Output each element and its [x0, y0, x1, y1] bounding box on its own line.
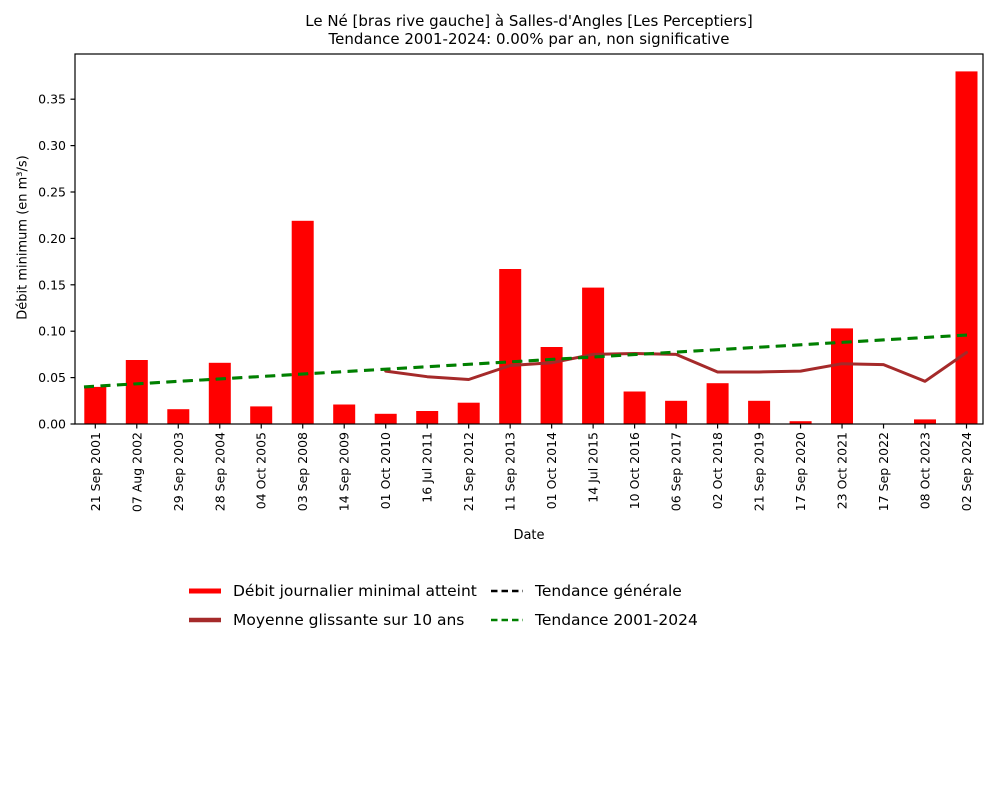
- bar: [291, 220, 314, 424]
- chart-canvas: 0.00 0.05 0.10 0.15 0.20 0.25 0.30 0.35 21 Sep 2…: [38, 53, 984, 512]
- legend-item-debit-journalier: Débit journalier minimal atteint: [188, 582, 477, 600]
- bar: [831, 328, 853, 424]
- red-line-swatch-icon: [189, 588, 221, 594]
- x-tick-label: 14 Jul 2015: [586, 432, 601, 503]
- y-axis-ticks: 0.00 0.05 0.10 0.15 0.20 0.25 0.30 0.35: [38, 92, 75, 432]
- chart-title: Le Né [bras rive gauche] à Salles-d'Angl…: [305, 12, 753, 30]
- x-tick-label: 10 Oct 2016: [627, 432, 642, 509]
- x-tick-label: 29 Sep 2003: [171, 432, 186, 511]
- y-tick-label: 0.10: [38, 324, 66, 339]
- y-tick-label: 0.35: [38, 92, 66, 107]
- bar: [84, 386, 107, 424]
- bar: [748, 400, 771, 424]
- x-axis-label: Date: [513, 528, 545, 543]
- x-tick-label: 02 Oct 2018: [710, 432, 725, 509]
- x-tick-label: 17 Sep 2020: [793, 432, 808, 511]
- bar: [540, 347, 563, 424]
- bar: [665, 400, 688, 424]
- y-tick-label: 0.25: [38, 185, 66, 200]
- bar: [416, 411, 439, 424]
- x-tick-label: 02 Sep 2024: [959, 432, 974, 511]
- x-tick-label: 01 Oct 2010: [378, 432, 393, 509]
- bar: [706, 383, 729, 424]
- x-tick-label: 16 Jul 2011: [420, 432, 435, 503]
- legend-item-moyenne-glissante: Moyenne glissante sur 10 ans: [188, 611, 464, 629]
- bar: [499, 269, 522, 424]
- plot-frame: [74, 53, 984, 425]
- bar: [789, 421, 812, 424]
- x-tick-label: 21 Sep 2001: [88, 432, 103, 511]
- x-tick-label: 07 Aug 2002: [129, 432, 144, 512]
- y-tick-label: 0.15: [38, 277, 66, 292]
- bars-group: [84, 71, 978, 425]
- black-dashed-swatch-icon: [491, 589, 523, 593]
- y-tick-label: 0.05: [38, 370, 66, 385]
- legend-item-tendance-generale: Tendance générale: [490, 582, 682, 600]
- brown-line-swatch-icon: [189, 617, 221, 623]
- bar: [208, 362, 231, 424]
- x-tick-label: 21 Sep 2019: [752, 432, 767, 511]
- x-tick-label: 21 Sep 2012: [461, 432, 476, 511]
- chart-subtitle: Tendance 2001-2024: 0.00% par an, non si…: [328, 30, 730, 48]
- y-tick-label: 0.20: [38, 231, 66, 246]
- legend-label: Moyenne glissante sur 10 ans: [233, 611, 465, 629]
- bar: [374, 413, 397, 424]
- y-tick-label: 0.30: [38, 138, 66, 153]
- legend-label: Tendance générale: [535, 582, 682, 600]
- x-tick-label: 03 Sep 2008: [295, 432, 310, 511]
- legend-label: Débit journalier minimal atteint: [233, 582, 477, 600]
- x-tick-label: 04 Oct 2005: [254, 432, 269, 509]
- x-tick-label: 14 Sep 2009: [337, 432, 352, 511]
- bar: [955, 71, 978, 425]
- x-tick-label: 08 Oct 2023: [918, 432, 933, 509]
- legend-item-tendance-2001-2024: Tendance 2001-2024: [490, 611, 698, 629]
- green-dashed-swatch-icon: [491, 618, 523, 622]
- x-tick-label: 01 Oct 2014: [544, 432, 559, 509]
- x-tick-label: 23 Oct 2021: [835, 432, 850, 509]
- y-axis-label: Débit minimum (en m³/s): [15, 155, 31, 320]
- x-tick-label: 17 Sep 2022: [876, 432, 891, 511]
- bar: [125, 360, 148, 424]
- bar: [457, 402, 480, 424]
- bar: [167, 409, 190, 424]
- x-tick-label: 06 Sep 2017: [669, 432, 684, 511]
- bar: [623, 391, 646, 424]
- x-axis-ticks: 21 Sep 2001 07 Aug 2002 29 Sep 2003 28 Sep …: [88, 424, 974, 512]
- y-tick-label: 0.00: [38, 417, 66, 432]
- x-tick-label: 11 Sep 2013: [503, 432, 518, 511]
- x-tick-label: 28 Sep 2004: [212, 432, 227, 511]
- legend-label: Tendance 2001-2024: [535, 611, 698, 629]
- bar: [914, 419, 936, 424]
- bar: [333, 404, 356, 424]
- rolling-mean-line: [384, 351, 968, 383]
- bar: [250, 406, 273, 424]
